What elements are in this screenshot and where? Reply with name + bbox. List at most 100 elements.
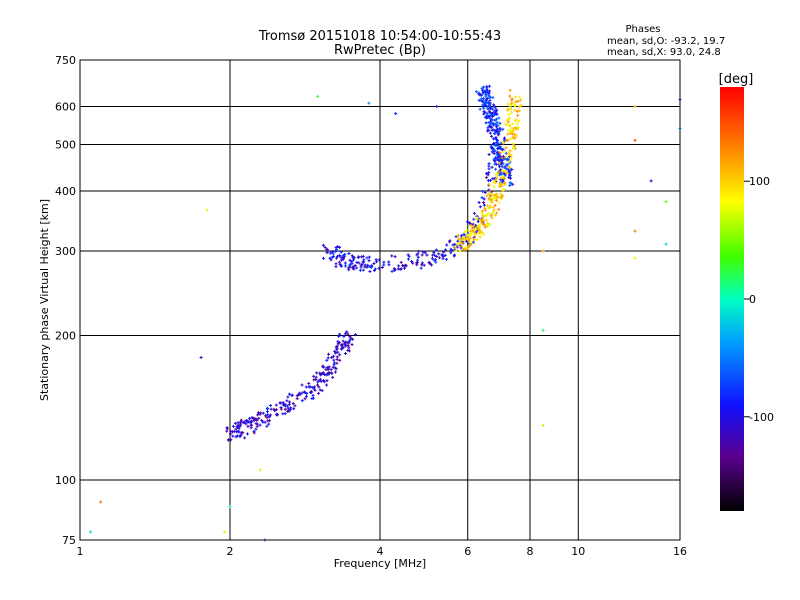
- data-point: [467, 244, 471, 248]
- data-point: [495, 211, 499, 215]
- data-point: [317, 391, 321, 395]
- data-point: [493, 144, 497, 148]
- data-point: [510, 130, 514, 134]
- data-point: [489, 121, 493, 125]
- data-point: [338, 358, 342, 362]
- data-point: [519, 103, 523, 107]
- data-point: [475, 216, 479, 220]
- data-point: [311, 393, 315, 397]
- data-point: [242, 420, 246, 424]
- data-point: [305, 392, 309, 396]
- data-point: [496, 141, 500, 145]
- data-point: [508, 124, 512, 128]
- data-point: [450, 248, 454, 252]
- data-point: [377, 258, 381, 262]
- data-point: [481, 103, 485, 107]
- data-point: [347, 346, 351, 350]
- data-point: [425, 253, 429, 257]
- data-point: [437, 256, 441, 260]
- data-point: [344, 264, 348, 268]
- data-point: [465, 233, 469, 237]
- data-point: [451, 243, 455, 247]
- data-point: [474, 90, 478, 94]
- data-point: [377, 266, 381, 270]
- data-point: [507, 113, 511, 117]
- data-point: [454, 249, 458, 253]
- data-point: [334, 249, 338, 253]
- data-point: [633, 138, 637, 142]
- data-point: [503, 177, 507, 181]
- data-point: [423, 251, 427, 255]
- data-point: [322, 379, 326, 383]
- data-point: [473, 232, 477, 236]
- data-point: [494, 167, 498, 171]
- data-point: [485, 218, 489, 222]
- data-point: [452, 254, 456, 258]
- data-point: [464, 237, 468, 241]
- data-point: [502, 188, 506, 192]
- data-point: [316, 383, 320, 387]
- data-point: [290, 393, 294, 397]
- data-point: [469, 225, 473, 229]
- data-point: [508, 166, 512, 170]
- data-point: [329, 258, 333, 262]
- data-point: [338, 245, 341, 249]
- data-point: [346, 332, 350, 336]
- data-point: [501, 178, 505, 182]
- data-point: [421, 250, 425, 254]
- data-point: [321, 364, 325, 368]
- data-point: [495, 120, 499, 124]
- data-point: [491, 103, 495, 107]
- data-point: [486, 126, 490, 130]
- data-point: [494, 129, 498, 133]
- data-point: [304, 394, 308, 398]
- data-point: [514, 118, 518, 122]
- data-point: [508, 94, 512, 98]
- data-point: [493, 131, 497, 135]
- data-point: [491, 206, 495, 210]
- data-point: [508, 105, 512, 109]
- data-point: [310, 397, 314, 401]
- data-point: [325, 383, 329, 387]
- data-point: [498, 161, 502, 165]
- data-point: [509, 107, 513, 111]
- data-point: [485, 194, 489, 198]
- data-point: [483, 206, 487, 210]
- x-tick-label: 16: [673, 545, 687, 558]
- data-point: [482, 215, 486, 219]
- data-point: [490, 128, 494, 132]
- data-point: [394, 112, 398, 116]
- data-points: [89, 84, 682, 542]
- data-point: [320, 389, 324, 393]
- data-point: [330, 255, 334, 259]
- x-axis-ticks: 1 2 4 6 8 10 16: [77, 545, 688, 558]
- data-point: [234, 427, 238, 431]
- chart-subtitle: RwPretec (Bp): [334, 43, 426, 58]
- data-point: [471, 229, 475, 233]
- data-point: [509, 157, 513, 161]
- data-point: [490, 150, 494, 154]
- data-point: [480, 86, 484, 90]
- data-point: [382, 263, 386, 267]
- data-point: [430, 256, 434, 260]
- data-point: [482, 197, 486, 201]
- data-point: [494, 105, 498, 109]
- data-point: [487, 152, 491, 156]
- data-point: [481, 189, 485, 193]
- y-tick-label: 500: [55, 139, 76, 152]
- x-tick-label: 2: [227, 545, 234, 558]
- data-point: [498, 121, 502, 125]
- data-point: [489, 144, 493, 148]
- data-point: [487, 188, 491, 192]
- data-point: [491, 96, 495, 100]
- data-point: [265, 416, 269, 420]
- data-point: [464, 239, 468, 243]
- y-tick-label: 600: [55, 101, 76, 114]
- data-point: [266, 413, 270, 417]
- data-point: [264, 414, 268, 418]
- data-point: [513, 104, 517, 108]
- data-point: [505, 123, 509, 127]
- data-point: [340, 347, 344, 351]
- plot-frame: [79, 59, 681, 541]
- data-point: [392, 268, 396, 272]
